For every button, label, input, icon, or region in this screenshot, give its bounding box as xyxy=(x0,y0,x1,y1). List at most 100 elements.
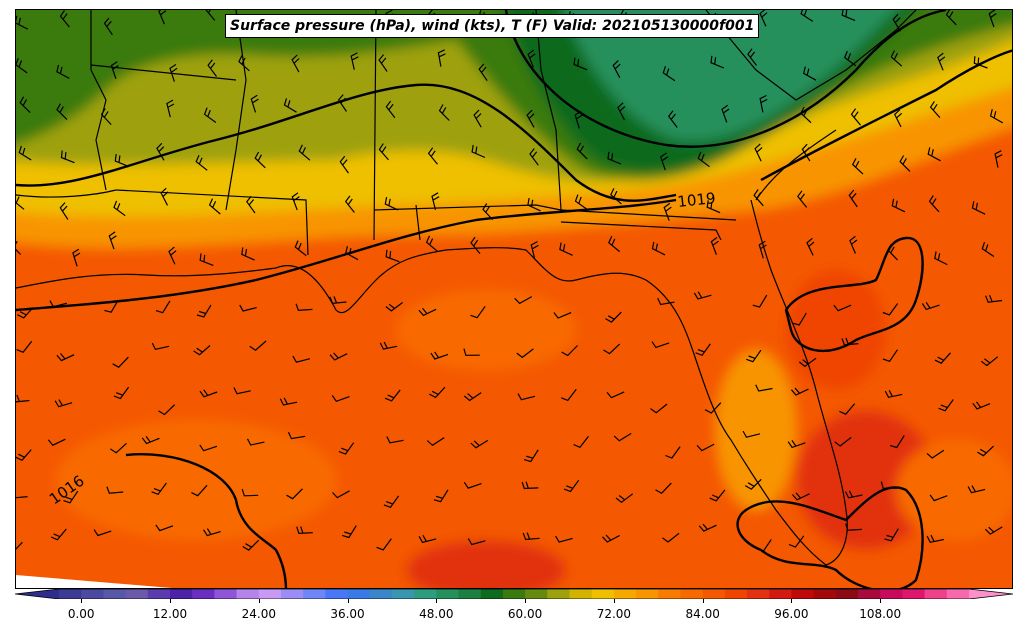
wind-barb xyxy=(889,435,905,449)
wind-barb xyxy=(109,442,127,454)
wind-barb xyxy=(378,143,389,161)
wind-barb xyxy=(104,299,119,313)
colorbar-segment xyxy=(236,589,260,599)
wind-barb xyxy=(610,188,622,205)
wind-barb xyxy=(710,236,719,255)
colorbar-tick-label: 84.00 xyxy=(685,607,720,621)
wind-barb xyxy=(752,294,768,308)
wind-barb xyxy=(530,241,539,259)
colorbar-tick-label: 72.00 xyxy=(596,607,632,621)
wind-barb xyxy=(553,312,572,319)
wind-barb xyxy=(926,534,945,543)
wind-barb xyxy=(151,342,170,350)
wind-barb xyxy=(709,489,726,502)
wind-barb xyxy=(16,496,28,499)
wind-barb xyxy=(927,147,941,162)
wind-barb xyxy=(108,231,117,250)
wind-barb xyxy=(384,389,401,402)
wind-barb xyxy=(695,343,711,357)
wind-barb xyxy=(376,538,392,551)
wind-barb xyxy=(617,102,626,121)
colorbar-tick-mark xyxy=(613,599,615,603)
wind-barb xyxy=(433,489,449,503)
wind-barb xyxy=(613,432,632,442)
wind-barb xyxy=(283,98,297,113)
wind-barb xyxy=(937,52,946,71)
wind-barb xyxy=(337,94,347,112)
wind-barb xyxy=(985,294,1003,303)
wind-barb xyxy=(792,312,807,326)
wind-barb xyxy=(16,194,25,210)
wind-barb xyxy=(841,10,856,22)
wind-barb xyxy=(205,10,216,21)
colorbar-segment xyxy=(81,589,104,599)
wind-barb xyxy=(56,353,75,362)
colorbar-segment xyxy=(325,589,349,599)
wind-barb xyxy=(295,303,313,312)
wind-barb xyxy=(112,356,129,368)
colorbar-segment xyxy=(303,589,326,599)
colorbar-segment xyxy=(880,589,904,599)
wind-barb xyxy=(849,235,858,254)
wind-barb xyxy=(166,99,175,118)
wind-barb xyxy=(514,296,533,305)
wind-barb xyxy=(606,391,625,399)
wind-barb xyxy=(250,94,259,113)
temperature-colorbar xyxy=(15,589,1013,599)
colorbar-tick-label: 36.00 xyxy=(330,607,365,621)
wind-barb xyxy=(418,535,437,544)
colorbar-tick-label: 96.00 xyxy=(774,607,809,621)
colorbar-segment xyxy=(924,589,948,599)
wind-barb xyxy=(56,64,70,79)
wind-barb xyxy=(437,49,446,67)
wind-barb xyxy=(19,96,31,114)
wind-barb xyxy=(574,110,583,129)
wind-barb xyxy=(110,61,119,79)
wind-barb xyxy=(834,436,852,447)
wind-barb xyxy=(706,200,721,214)
wind-barb xyxy=(650,403,668,414)
wind-barb xyxy=(615,493,634,504)
wind-barb xyxy=(753,189,764,207)
wind-barb xyxy=(279,397,298,406)
wind-barb xyxy=(892,13,901,32)
wind-barb xyxy=(756,539,772,552)
wind-barb xyxy=(350,52,359,70)
wind-barb xyxy=(755,384,773,392)
wind-barb xyxy=(529,148,539,166)
wind-barb xyxy=(800,10,814,22)
wind-barb xyxy=(890,50,903,67)
wind-barb xyxy=(233,387,251,395)
wind-barb xyxy=(662,532,680,543)
wind-barb xyxy=(431,192,440,210)
colorbar-segment xyxy=(791,589,815,599)
colorbar-segment xyxy=(813,589,837,599)
wind-barb xyxy=(790,387,809,396)
wind-barb xyxy=(193,345,211,356)
wind-barb xyxy=(379,341,398,350)
wind-barb xyxy=(884,528,899,542)
wind-barb xyxy=(561,388,577,402)
colorbar-tick-mark xyxy=(347,599,349,603)
wind-barb xyxy=(63,490,79,504)
wind-barb xyxy=(555,535,573,543)
wind-barb xyxy=(426,437,445,447)
wind-barb xyxy=(833,304,852,312)
colorbar-segment xyxy=(525,589,548,599)
wind-barb xyxy=(344,195,355,213)
wind-barb xyxy=(696,443,715,452)
wind-barb xyxy=(385,249,400,263)
wind-barb xyxy=(16,15,29,30)
wind-barb xyxy=(561,345,578,357)
colorbar-segment xyxy=(569,589,593,599)
wind-barb xyxy=(929,494,948,502)
wind-barb xyxy=(155,524,174,532)
wind-barb xyxy=(158,10,167,25)
wind-barb xyxy=(704,402,722,414)
wind-barb xyxy=(758,240,767,259)
wind-barb xyxy=(191,484,208,497)
wind-barb xyxy=(296,526,313,535)
wind-barb xyxy=(203,107,217,123)
wind-barb xyxy=(797,190,808,208)
colorbar-segment xyxy=(946,589,970,599)
